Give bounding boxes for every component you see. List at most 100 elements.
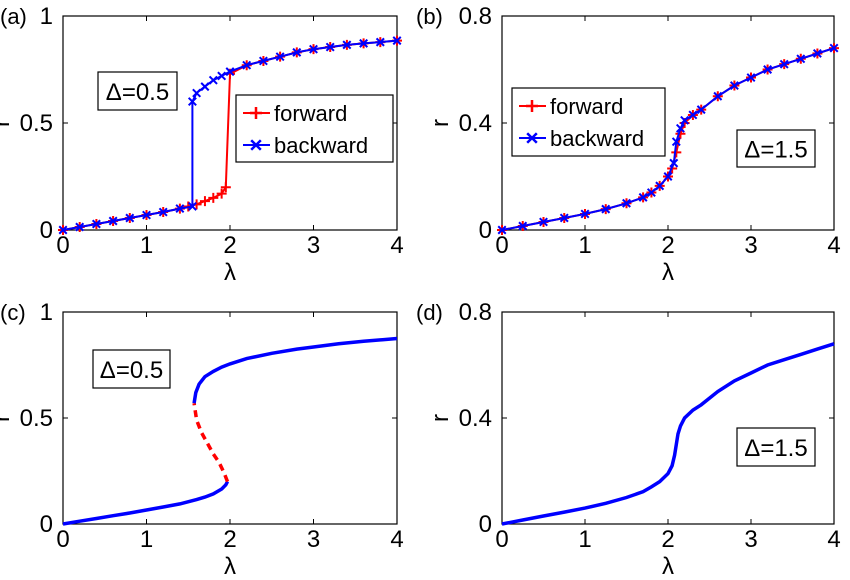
series-curve-0	[501, 342, 835, 526]
series-line	[192, 402, 230, 483]
y-tick-label: 0.4	[459, 110, 492, 137]
data-point	[559, 213, 569, 223]
legend-marker-backward	[250, 139, 262, 151]
y-axis-label: r	[427, 414, 454, 422]
data-point	[208, 75, 218, 85]
series-backward	[58, 36, 402, 235]
y-tick-label: 0.4	[459, 405, 492, 432]
panel-b: 0 1 2 3 4 0 0.4 0.8 λ r (b) Δ=1.5 forward backward	[416, 3, 841, 286]
data-point	[796, 54, 806, 64]
legend-label-forward: forward	[274, 101, 347, 126]
data-point	[142, 210, 151, 220]
x-tick-label: 2	[661, 526, 674, 553]
data-point	[812, 48, 822, 58]
data-point	[200, 82, 210, 92]
x-tick-label: 0	[495, 526, 508, 553]
panel-label: (d)	[416, 300, 443, 325]
data-point	[187, 202, 197, 211]
legend: forward backward	[511, 87, 666, 157]
data-point	[601, 204, 611, 214]
plot-area	[501, 311, 835, 525]
y-axis-label: r	[427, 119, 454, 127]
legend: forward backward	[235, 94, 394, 163]
x-tick-label: 1	[140, 232, 153, 259]
data-point	[258, 56, 268, 66]
data-point	[539, 217, 548, 227]
x-tick-label: 4	[390, 232, 403, 259]
annotation-text: Δ=1.5	[744, 137, 807, 164]
x-axis-label: λ	[662, 259, 674, 286]
data-point	[518, 221, 528, 231]
panel-a: 0 1 2 3 4 0 0.5 1 λ r (a) Δ=0.5 forward backward	[0, 3, 404, 286]
data-point	[125, 213, 135, 223]
legend-marker-forward	[526, 100, 538, 112]
data-point	[646, 188, 656, 198]
annotation-box	[97, 71, 178, 111]
data-point	[680, 115, 690, 125]
panel-d: 0 1 2 3 4 0 0.4 0.8 λ r (d) Δ=1.5	[416, 299, 841, 580]
x-axis-label: λ	[224, 553, 236, 575]
annotation-box	[736, 427, 816, 467]
data-point	[729, 81, 739, 91]
data-point	[359, 38, 369, 48]
legend-label-forward: forward	[550, 94, 623, 119]
series-curve-2	[192, 336, 398, 404]
x-tick-label: 4	[827, 526, 840, 553]
annotation-text: Δ=1.5	[744, 435, 807, 462]
legend-box	[511, 87, 666, 157]
x-tick-label: 4	[827, 232, 840, 259]
data-point	[746, 73, 756, 82]
data-point	[655, 181, 665, 191]
x-tick-label: 1	[140, 526, 153, 553]
data-point	[669, 158, 679, 168]
y-axis-label: r	[0, 119, 15, 127]
annotation-text: Δ=0.5	[100, 357, 163, 384]
data-point	[275, 52, 285, 62]
y-tick-label: 0	[479, 217, 492, 244]
y-tick-label: 0.5	[20, 405, 53, 432]
series-line	[192, 336, 398, 404]
x-tick-label: 3	[744, 232, 757, 259]
data-point	[75, 222, 85, 232]
x-tick-label: 3	[307, 232, 320, 259]
data-point	[580, 209, 590, 219]
y-tick-label: 0.5	[20, 110, 53, 137]
y-tick-label: 0	[40, 217, 53, 244]
data-point	[225, 67, 235, 77]
panel-c: 0 1 2 3 4 0 0.5 1 λ r (c) Δ=0.5	[0, 299, 404, 580]
data-point	[208, 192, 219, 203]
x-tick-label: 1	[578, 232, 591, 259]
legend-label-backward: backward	[550, 126, 644, 151]
data-point	[58, 225, 68, 235]
y-tick-label: 0.8	[459, 3, 492, 30]
data-point	[309, 44, 318, 54]
data-point	[187, 97, 197, 107]
data-point	[675, 123, 685, 133]
data-point	[242, 60, 252, 70]
x-axis-label: λ	[224, 259, 236, 286]
data-point	[216, 188, 227, 199]
data-point	[199, 196, 210, 207]
data-point	[497, 225, 507, 235]
x-tick-label: 0	[495, 232, 508, 259]
y-tick-label: 1	[40, 299, 53, 326]
y-tick-label: 0.8	[459, 299, 492, 326]
x-tick-label: 3	[744, 526, 757, 553]
data-point	[392, 36, 402, 46]
data-point	[158, 207, 168, 217]
data-point	[696, 105, 706, 115]
plot-area	[62, 311, 398, 525]
series-curve-0	[62, 480, 230, 526]
data-point	[192, 88, 202, 98]
data-point	[175, 204, 185, 214]
annotation-text: Δ=0.5	[106, 79, 169, 106]
data-point	[217, 71, 227, 81]
data-point	[292, 47, 302, 57]
data-point	[622, 198, 631, 208]
x-axis-label: λ	[662, 553, 674, 575]
x-tick-label: 4	[390, 526, 403, 553]
x-tick-label: 0	[56, 232, 69, 259]
data-point	[325, 42, 335, 52]
data-point	[638, 192, 648, 202]
